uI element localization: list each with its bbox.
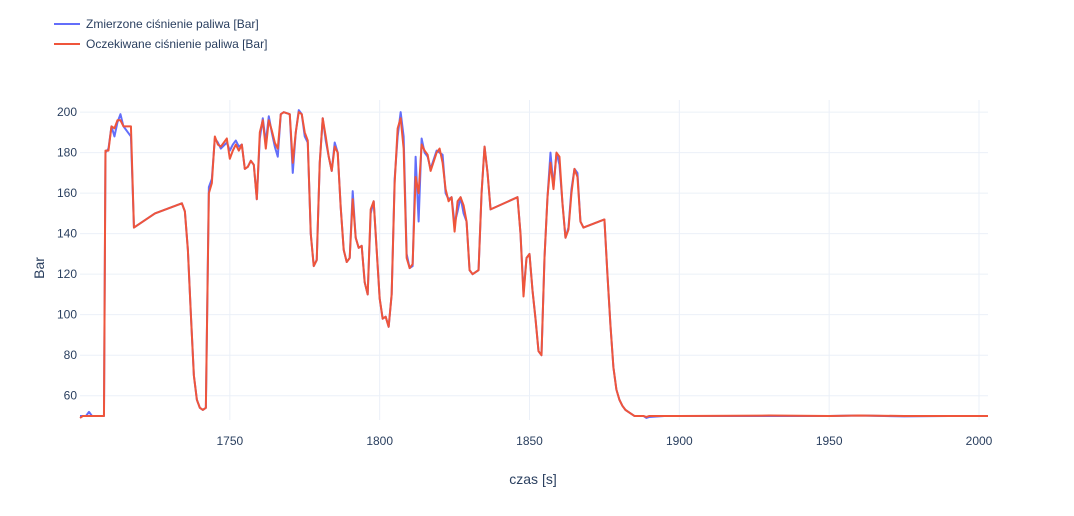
x-tick-label: 1950 xyxy=(816,434,843,448)
x-axis-ticks: 1750 1800 1850 1900 1950 2000 xyxy=(216,434,992,448)
series-line-measured xyxy=(80,109,988,419)
y-tick-label: 60 xyxy=(64,389,78,403)
y-tick-label: 100 xyxy=(57,308,77,322)
x-tick-label: 2000 xyxy=(966,434,993,448)
legend-item-expected[interactable]: Oczekiwane ciśnienie paliwa [Bar] xyxy=(54,37,267,51)
legend-item-measured[interactable]: Zmierzone ciśnienie paliwa [Bar] xyxy=(54,17,259,31)
y-tick-label: 160 xyxy=(57,186,77,200)
series-line-expected xyxy=(79,111,988,419)
x-tick-label: 1900 xyxy=(666,434,693,448)
y-axis-title: Bar xyxy=(31,257,47,279)
y-tick-label: 140 xyxy=(57,227,77,241)
x-tick-label: 1850 xyxy=(516,434,543,448)
legend-label-expected: Oczekiwane ciśnienie paliwa [Bar] xyxy=(86,37,267,51)
y-tick-label: 80 xyxy=(64,348,78,362)
y-axis-ticks: 60 80 100 120 140 160 180 200 xyxy=(57,105,77,403)
x-tick-label: 1800 xyxy=(366,434,393,448)
legend-label-measured: Zmierzone ciśnienie paliwa [Bar] xyxy=(86,17,259,31)
grid-lines xyxy=(80,100,988,420)
legend[interactable]: Zmierzone ciśnienie paliwa [Bar] Oczekiw… xyxy=(54,17,267,51)
series-lines xyxy=(79,109,988,419)
x-tick-label: 1750 xyxy=(216,434,243,448)
y-tick-label: 120 xyxy=(57,267,77,281)
x-axis-title: czas [s] xyxy=(509,471,556,487)
y-tick-label: 200 xyxy=(57,105,77,119)
y-tick-label: 180 xyxy=(57,146,77,160)
